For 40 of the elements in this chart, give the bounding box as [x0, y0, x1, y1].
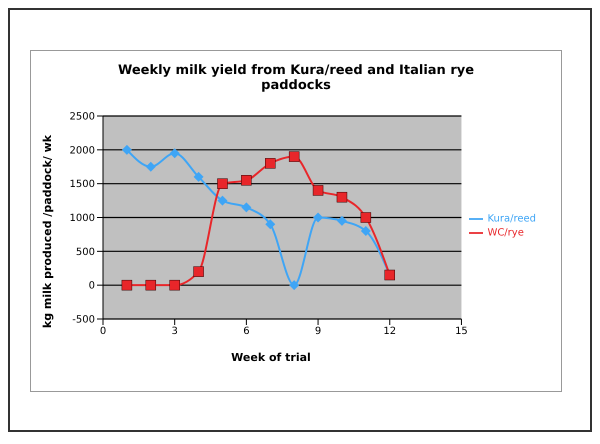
point	[336, 216, 347, 226]
point	[169, 280, 180, 290]
point	[146, 280, 156, 290]
x-tick-label: 15	[455, 326, 468, 338]
point	[122, 144, 132, 155]
point	[194, 172, 204, 182]
point	[265, 158, 276, 169]
point	[288, 151, 300, 162]
legend-label: WC/rye	[487, 228, 524, 239]
point	[170, 148, 180, 158]
y-tick-label: 500	[76, 246, 95, 258]
point	[146, 162, 156, 172]
point	[360, 212, 372, 223]
point	[336, 192, 348, 202]
x-tick-label: 3	[172, 326, 178, 338]
y-tick-label: 2000	[70, 145, 95, 156]
legend-label: Kura/reed	[487, 214, 536, 225]
x-axis-title: Week of trial	[230, 351, 312, 364]
x-tick-label: 9	[314, 326, 322, 338]
y-axis-title: kg milk produced /paddock/ wk	[42, 134, 55, 328]
y-tick-label: -500	[72, 314, 95, 326]
point	[289, 280, 300, 290]
point	[312, 185, 324, 196]
point	[122, 280, 132, 290]
x-tick-label: 6	[243, 326, 250, 338]
x-tick-label: 0	[100, 326, 106, 338]
y-tick-label: 1500	[70, 179, 95, 190]
point	[193, 266, 204, 277]
y-tick-label: 2500	[70, 112, 95, 123]
point	[265, 219, 276, 230]
x-tick-label: 12	[383, 326, 396, 338]
point	[241, 175, 252, 186]
point	[217, 196, 228, 206]
y-tick-label: 1000	[70, 213, 95, 224]
chart-title: Weekly milk yield from Kura/reed and Italian rye paddocks	[116, 63, 476, 93]
point	[241, 202, 252, 212]
point	[217, 178, 228, 189]
y-tick-label: 0	[88, 280, 95, 292]
point	[313, 212, 324, 222]
point	[360, 226, 371, 236]
